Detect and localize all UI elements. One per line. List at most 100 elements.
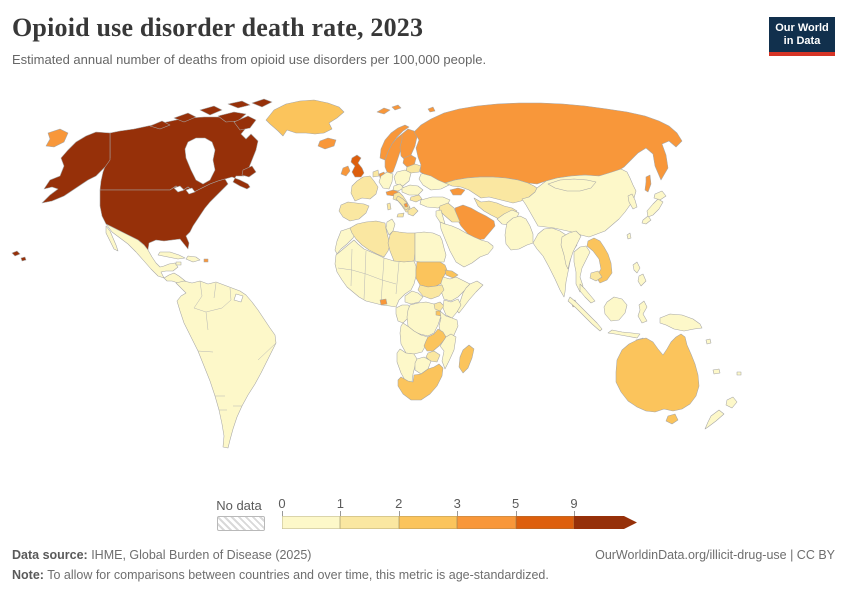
region-central-african-republic[interactable] xyxy=(404,290,424,305)
region-pakistan[interactable] xyxy=(504,215,534,251)
region-somalia[interactable] xyxy=(456,280,484,314)
owid-logo[interactable]: Our World in Data xyxy=(769,17,835,57)
region-japan[interactable] xyxy=(646,198,664,218)
region-cuba[interactable] xyxy=(157,251,186,260)
region-china[interactable] xyxy=(521,168,637,238)
region-vietnam-laos[interactable] xyxy=(586,237,613,284)
region-madagascar[interactable] xyxy=(458,344,475,374)
region-united-kingdom[interactable] xyxy=(350,154,365,178)
region-korea[interactable] xyxy=(627,193,638,210)
region-baja-california[interactable] xyxy=(105,225,119,252)
region-bulgaria[interactable] xyxy=(409,194,423,203)
region-thailand[interactable] xyxy=(573,245,591,293)
region-south-sudan[interactable] xyxy=(417,284,445,300)
region-hawaii[interactable] xyxy=(20,256,27,262)
region-iceland[interactable] xyxy=(317,137,337,150)
region-japan[interactable] xyxy=(653,190,667,201)
region-tanzania[interactable] xyxy=(438,310,459,339)
region-spain-portugal[interactable] xyxy=(338,201,370,222)
region-zimbabwe[interactable] xyxy=(425,350,441,363)
region-canada-arctic-island[interactable] xyxy=(217,111,247,123)
region-mongolia[interactable] xyxy=(547,178,597,192)
region-sicily[interactable] xyxy=(396,212,405,218)
region-south-america[interactable] xyxy=(175,280,277,449)
region-newfoundland[interactable] xyxy=(241,165,257,178)
legend-bin-5[interactable] xyxy=(573,516,637,529)
region-greece[interactable] xyxy=(407,206,419,217)
region-sardinia[interactable] xyxy=(386,202,392,211)
legend-no-data-swatch[interactable] xyxy=(217,516,265,531)
region-taiwan[interactable] xyxy=(626,232,632,240)
region-new-zealand[interactable] xyxy=(704,409,725,430)
owid-url-link[interactable]: OurWorldinData.org/illicit-drug-use | CC… xyxy=(595,548,835,562)
region-sulawesi[interactable] xyxy=(637,300,648,324)
region-new-guinea[interactable] xyxy=(659,313,703,332)
region-alaska[interactable] xyxy=(41,131,111,204)
region-myanmar[interactable] xyxy=(560,230,582,270)
region-philippines[interactable] xyxy=(632,261,641,274)
region-svalbard[interactable] xyxy=(376,107,391,115)
region-sumatra[interactable] xyxy=(567,296,603,332)
region-java[interactable] xyxy=(607,329,641,339)
region-france[interactable] xyxy=(350,175,379,202)
region-zambia[interactable] xyxy=(423,328,447,352)
region-namibia[interactable] xyxy=(396,348,418,383)
region-west-africa-sahel[interactable] xyxy=(334,239,417,308)
region-canada-arctic-island[interactable] xyxy=(149,120,171,130)
region-eritrea[interactable] xyxy=(444,269,459,279)
region-south-africa[interactable] xyxy=(397,363,444,401)
legend-bin-1[interactable] xyxy=(340,516,399,529)
region-canada-arctic-island[interactable] xyxy=(251,98,273,108)
region-libya[interactable] xyxy=(387,230,416,263)
region-chukotka-russia[interactable] xyxy=(45,128,69,148)
region-franz-josef-land[interactable] xyxy=(427,106,436,113)
region-angola[interactable] xyxy=(399,322,429,355)
region-sakhalin[interactable] xyxy=(644,174,652,193)
region-greenland[interactable] xyxy=(265,99,345,137)
region-caucasus-azerbaijan[interactable] xyxy=(449,187,466,196)
region-borneo[interactable] xyxy=(603,296,628,322)
region-canada-arctic-island[interactable] xyxy=(199,105,223,116)
region-uganda[interactable] xyxy=(433,301,445,312)
region-tasmania[interactable] xyxy=(665,413,679,425)
region-hispaniola[interactable] xyxy=(185,255,201,263)
legend-bin-2[interactable] xyxy=(398,516,458,529)
legend-bin-3[interactable] xyxy=(457,516,516,529)
region-mozambique-malawi[interactable] xyxy=(439,333,457,370)
region-new-zealand[interactable] xyxy=(725,396,738,409)
region-solomon-islands[interactable] xyxy=(705,338,712,345)
region-french-guiana[interactable] xyxy=(233,293,244,303)
region-benelux[interactable] xyxy=(372,169,380,178)
region-ghana[interactable] xyxy=(379,298,388,306)
legend-bin-4[interactable] xyxy=(515,516,574,529)
region-fiji[interactable] xyxy=(736,371,742,376)
region-hawaii[interactable] xyxy=(11,250,21,257)
region-philippines[interactable] xyxy=(637,273,647,287)
region-australia[interactable] xyxy=(615,333,700,413)
region-egypt[interactable] xyxy=(414,231,447,263)
region-poland[interactable] xyxy=(393,169,412,187)
legend-bin-0[interactable] xyxy=(282,516,341,529)
region-canada[interactable] xyxy=(99,116,259,193)
region-dr-congo[interactable] xyxy=(406,301,442,337)
region-canada-arctic-island[interactable] xyxy=(233,115,257,131)
region-new-caledonia[interactable] xyxy=(712,368,721,375)
region-puerto-rico[interactable] xyxy=(203,258,209,263)
region-czechia-slovakia[interactable] xyxy=(392,183,405,192)
region-russia[interactable] xyxy=(413,102,683,185)
region-albania[interactable] xyxy=(403,202,409,208)
region-hungary-romania[interactable] xyxy=(401,184,424,196)
region-canada-arctic-island[interactable] xyxy=(173,112,197,123)
region-iran[interactable] xyxy=(454,204,496,241)
region-japan[interactable] xyxy=(641,215,652,225)
region-canada-arctic-island[interactable] xyxy=(227,100,251,109)
region-germany[interactable] xyxy=(378,171,394,190)
region-jamaica[interactable] xyxy=(175,261,182,266)
legend-bar[interactable]: 0 1 2 3 5 9 xyxy=(278,496,637,529)
region-malaysia[interactable] xyxy=(579,283,596,304)
region-cambodia[interactable] xyxy=(589,270,603,282)
region-ireland[interactable] xyxy=(340,165,351,177)
region-arabian-peninsula[interactable] xyxy=(439,221,494,268)
region-svalbard[interactable] xyxy=(391,104,402,111)
region-kenya[interactable] xyxy=(442,298,462,319)
